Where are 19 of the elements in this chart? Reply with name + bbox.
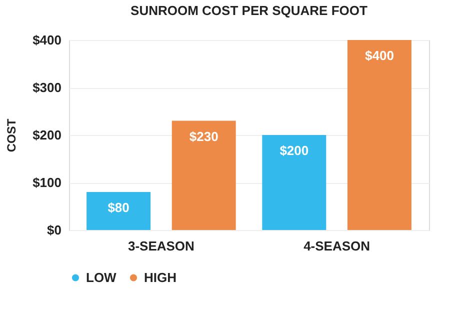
- y-tick-label: $400: [32, 32, 62, 48]
- x-tick-label: 4-SEASON: [304, 238, 370, 254]
- bar: [172, 120, 236, 230]
- legend-label: HIGH: [144, 270, 176, 285]
- legend-label: LOW: [86, 270, 118, 285]
- bar: [86, 192, 151, 230]
- y-tick-label: $0: [47, 222, 62, 238]
- data-label: $80: [108, 200, 130, 215]
- y-axis-title: COST: [4, 118, 19, 152]
- data-label: $400: [364, 48, 394, 63]
- bar: [262, 135, 326, 230]
- data-label: $230: [189, 128, 218, 144]
- y-tick-label: $300: [32, 80, 62, 95]
- bar: [347, 40, 412, 230]
- y-tick-label: $100: [32, 175, 62, 190]
- y-tick-label: $200: [32, 128, 62, 142]
- data-label: $200: [280, 143, 309, 158]
- x-tick-label: 3-SEASON: [128, 238, 194, 254]
- chart-title: SUNROOM COST PER SQUARE FOOT: [130, 3, 368, 18]
